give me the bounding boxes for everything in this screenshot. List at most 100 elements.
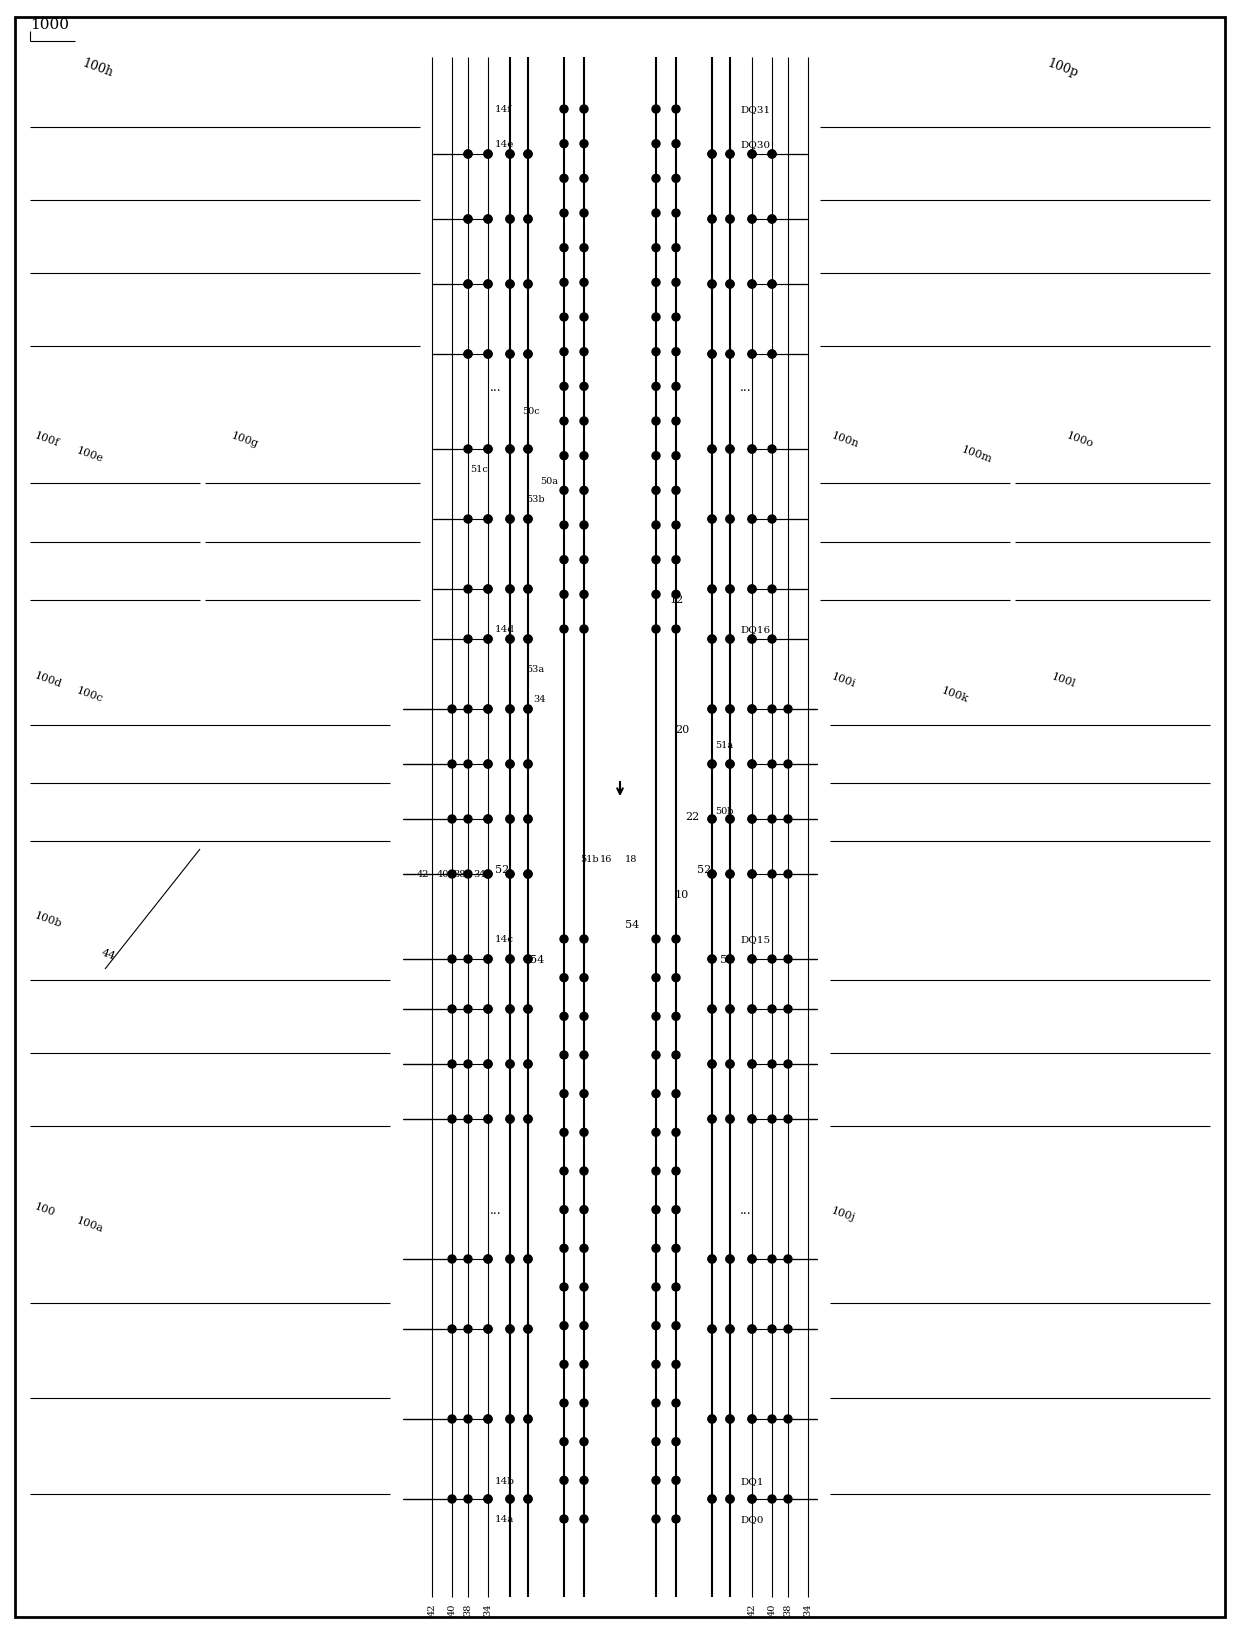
Circle shape	[506, 1006, 515, 1014]
Bar	[660, 719, 711, 769]
Bar	[539, 507, 575, 544]
Circle shape	[725, 1255, 734, 1263]
Circle shape	[768, 215, 776, 223]
Text: 14f: 14f	[495, 106, 512, 114]
Bar	[665, 1113, 701, 1152]
Circle shape	[672, 1361, 680, 1369]
Circle shape	[748, 1325, 756, 1333]
Circle shape	[672, 1051, 680, 1060]
Circle shape	[748, 1006, 756, 1014]
Circle shape	[748, 1255, 756, 1263]
Text: DQ16: DQ16	[740, 626, 770, 634]
Circle shape	[652, 1477, 660, 1485]
Bar	[415, 435, 433, 463]
Circle shape	[672, 487, 680, 496]
Circle shape	[560, 1322, 568, 1330]
Circle shape	[506, 350, 515, 359]
Circle shape	[506, 445, 515, 453]
Text: 100o: 100o	[1065, 430, 1095, 450]
Circle shape	[484, 955, 492, 963]
Circle shape	[484, 585, 492, 593]
Circle shape	[484, 1115, 492, 1123]
Circle shape	[768, 761, 776, 768]
Bar	[510, 450, 551, 489]
Circle shape	[748, 515, 756, 523]
Bar	[636, 967, 660, 989]
Circle shape	[464, 1415, 472, 1423]
Circle shape	[652, 1514, 660, 1522]
Bar	[636, 168, 660, 191]
Circle shape	[652, 592, 660, 598]
Bar	[665, 998, 701, 1035]
Circle shape	[580, 1283, 588, 1291]
Bar	[817, 996, 835, 1024]
Bar	[580, 1390, 604, 1415]
Bar	[205, 425, 420, 660]
Circle shape	[748, 1495, 756, 1503]
Circle shape	[484, 515, 492, 523]
Circle shape	[525, 1255, 532, 1263]
Circle shape	[672, 1438, 680, 1446]
Bar	[384, 1105, 403, 1133]
Circle shape	[748, 815, 756, 823]
Circle shape	[525, 1415, 532, 1423]
Bar	[415, 575, 433, 603]
Bar	[817, 1315, 835, 1343]
Bar	[539, 541, 575, 579]
Circle shape	[525, 870, 532, 879]
Circle shape	[484, 1255, 492, 1263]
Circle shape	[784, 1325, 792, 1333]
Circle shape	[708, 1115, 715, 1123]
Circle shape	[652, 210, 660, 218]
Bar	[30, 1208, 391, 1589]
Circle shape	[708, 706, 715, 714]
Circle shape	[725, 706, 734, 714]
Circle shape	[725, 1006, 734, 1014]
Circle shape	[708, 636, 715, 644]
Circle shape	[525, 1325, 532, 1333]
Circle shape	[484, 1495, 492, 1503]
Circle shape	[560, 1051, 568, 1060]
Circle shape	[768, 280, 776, 289]
Circle shape	[725, 515, 734, 523]
Circle shape	[525, 706, 532, 714]
Circle shape	[484, 1495, 492, 1503]
Circle shape	[580, 349, 588, 357]
Circle shape	[506, 761, 515, 768]
Circle shape	[560, 626, 568, 634]
Circle shape	[652, 383, 660, 391]
Circle shape	[525, 1061, 532, 1068]
Bar	[539, 403, 575, 440]
Circle shape	[484, 280, 492, 289]
Circle shape	[506, 445, 515, 453]
Text: 100c: 100c	[74, 685, 104, 704]
Bar	[580, 236, 604, 261]
Circle shape	[525, 815, 532, 823]
Circle shape	[580, 487, 588, 496]
Circle shape	[768, 152, 776, 158]
Circle shape	[560, 1514, 568, 1522]
Bar	[575, 520, 665, 680]
Circle shape	[768, 350, 776, 359]
Circle shape	[725, 761, 734, 768]
Bar	[580, 967, 604, 989]
Circle shape	[725, 1115, 734, 1123]
Circle shape	[525, 280, 532, 289]
Circle shape	[708, 585, 715, 593]
Text: 14a: 14a	[495, 1514, 515, 1524]
Circle shape	[560, 315, 568, 321]
Circle shape	[768, 215, 776, 223]
Bar	[636, 1082, 660, 1107]
Circle shape	[784, 870, 792, 879]
Bar	[665, 298, 701, 337]
Circle shape	[484, 350, 492, 359]
Bar	[817, 1485, 835, 1513]
Bar	[539, 1076, 575, 1113]
Circle shape	[525, 636, 532, 644]
Circle shape	[708, 870, 715, 879]
Circle shape	[748, 585, 756, 593]
Text: 100a: 100a	[74, 1214, 104, 1234]
Circle shape	[652, 1128, 660, 1136]
Circle shape	[580, 1438, 588, 1446]
Bar	[539, 160, 575, 199]
